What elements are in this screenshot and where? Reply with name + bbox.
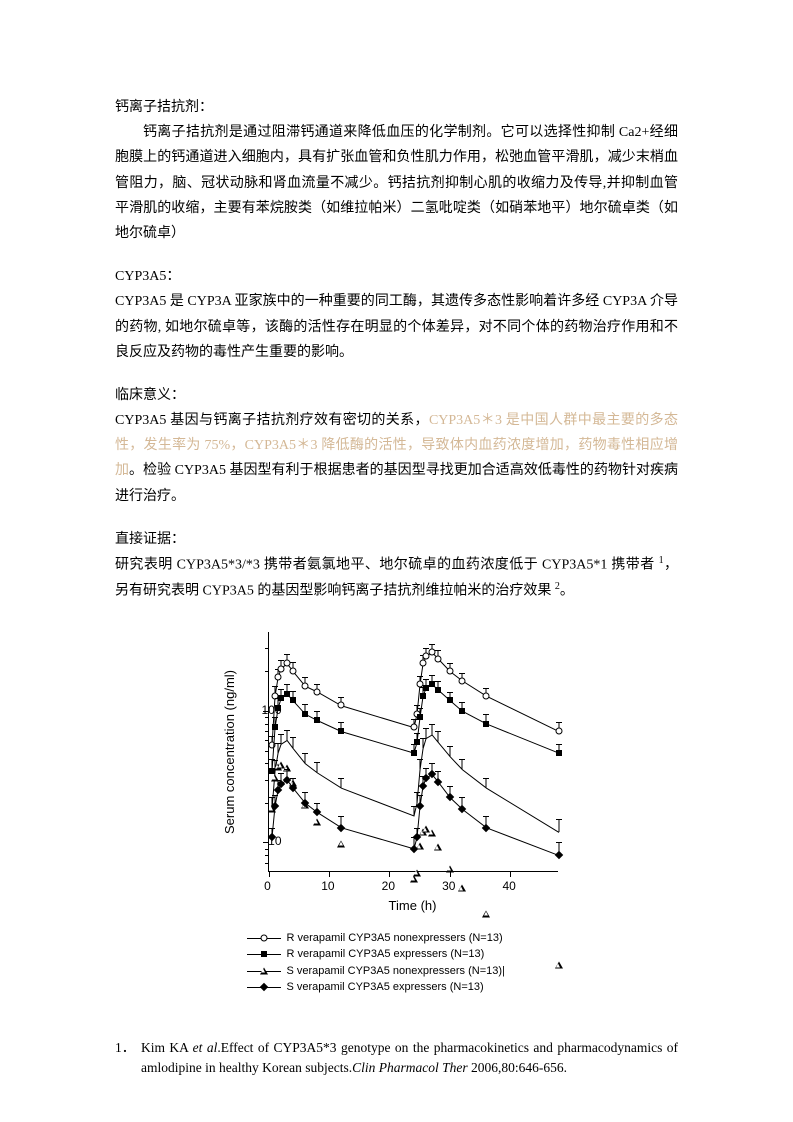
body-post: 。检验 CYP3A5 基因型有利于根据患者的基因型寻找更加合适高效低毒性的药物针… (115, 463, 678, 503)
references: 1． Kim KA et al.Effect of CYP3A5*3 genot… (115, 1038, 678, 1079)
legend-item: S verapamil CYP3A5 expressers (N=13) (247, 979, 547, 996)
body-c: 。 (560, 584, 574, 599)
section-evidence: 直接证据： 研究表明 CYP3A5*3/*3 携带者氨氯地平、地尔硫卓的血药浓度… (115, 527, 678, 604)
xtick-label: 20 (382, 876, 395, 898)
body: 钙离子拮抗剂是通过阻滞钙通道来降低血压的化学制剂。它可以选择性抑制 Ca2+经细… (115, 120, 678, 246)
legend-label: R verapamil CYP3A5 nonexpressers (N=13) (287, 930, 503, 947)
body: 研究表明 CYP3A5*3/*3 携带者氨氯地平、地尔硫卓的血药浓度低于 CYP… (115, 552, 678, 604)
heading: 钙离子拮抗剂： (115, 95, 678, 120)
plot-area (268, 632, 558, 872)
xtick-label: 10 (321, 876, 334, 898)
legend-label: S verapamil CYP3A5 nonexpressers (N=13)| (287, 963, 505, 980)
body-pre: CYP3A5 基因与钙离子拮抗剂疗效有密切的关系， (115, 413, 429, 428)
legend-item: R verapamil CYP3A5 expressers (N=13) (247, 946, 547, 963)
legend-item: S verapamil CYP3A5 nonexpressers (N=13)| (247, 963, 547, 980)
legend-label: S verapamil CYP3A5 expressers (N=13) (287, 979, 484, 996)
heading: 临床意义： (115, 383, 678, 408)
ref-num: 1． (115, 1038, 141, 1079)
data-marker (555, 962, 563, 969)
xtick-label: 0 (264, 876, 271, 898)
legend-item: R verapamil CYP3A5 nonexpressers (N=13) (247, 930, 547, 947)
ytick-label: 100 (261, 700, 281, 722)
ytick-label: 10 (268, 832, 281, 854)
section-calcium-blocker: 钙离子拮抗剂： 钙离子拮抗剂是通过阻滞钙通道来降低血压的化学制剂。它可以选择性抑… (115, 95, 678, 246)
reference-1: 1． Kim KA et al.Effect of CYP3A5*3 genot… (115, 1038, 678, 1079)
xtick-label: 40 (502, 876, 515, 898)
chart-container: Serum concentration (ng/ml) Time (h) 101… (212, 622, 582, 996)
chart-legend: R verapamil CYP3A5 nonexpressers (N=13)R… (247, 930, 547, 996)
data-marker (458, 885, 466, 892)
pk-chart: Serum concentration (ng/ml) Time (h) 101… (212, 622, 582, 922)
heading: CYP3A5： (115, 264, 678, 289)
section-cyp3a5: CYP3A5： CYP3A5 是 CYP3A 亚家族中的一种重要的同工酶，其遗传… (115, 264, 678, 365)
body: CYP3A5 基因与钙离子拮抗剂疗效有密切的关系，CYP3A5＊3 是中国人群中… (115, 408, 678, 509)
legend-label: R verapamil CYP3A5 expressers (N=13) (287, 946, 485, 963)
body-a: 研究表明 CYP3A5*3/*3 携带者氨氯地平、地尔硫卓的血药浓度低于 CYP… (115, 558, 659, 573)
section-clinical: 临床意义： CYP3A5 基因与钙离子拮抗剂疗效有密切的关系，CYP3A5＊3 … (115, 383, 678, 509)
ref-text: Kim KA et al.Effect of CYP3A5*3 genotype… (141, 1038, 678, 1079)
y-axis-label: Serum concentration (ng/ml) (218, 670, 241, 834)
heading: 直接证据： (115, 527, 678, 552)
xtick-label: 30 (442, 876, 455, 898)
body: CYP3A5 是 CYP3A 亚家族中的一种重要的同工酶，其遗传多态性影响着许多… (115, 289, 678, 365)
